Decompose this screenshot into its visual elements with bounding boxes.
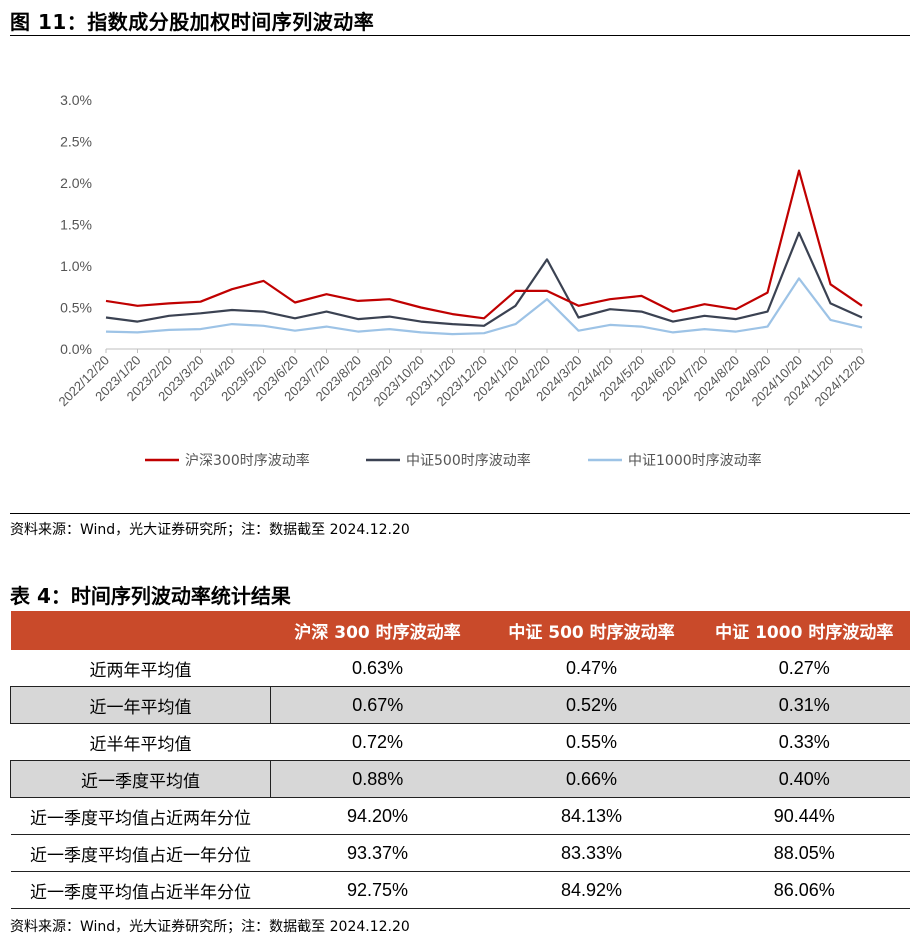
row-label: 近一季度平均值占近半年分位 — [10, 871, 271, 909]
figure-title: 图 11：指数成分股加权时间序列波动率 — [10, 10, 375, 34]
table-cell: 0.40% — [698, 760, 910, 798]
row-label: 近一季度平均值 — [10, 760, 271, 798]
table-source: 资料来源：Wind，光大证券研究所；注：数据截至 2024.12.20 — [10, 919, 410, 935]
y-tick-label: 0.0% — [60, 341, 92, 357]
y-tick-label: 0.5% — [60, 300, 92, 316]
header-cell — [10, 611, 271, 650]
table-cell: 0.63% — [270, 650, 485, 687]
table-cell: 0.88% — [270, 760, 485, 798]
table-title: 表 4：时间序列波动率统计结果 — [10, 584, 291, 608]
row-label: 近一年平均值 — [10, 686, 271, 724]
stats-table: 沪深 300 时序波动率 中证 500 时序波动率 中证 1000 时序波动率 … — [10, 611, 910, 909]
table-row: 近一季度平均值占近一年分位 93.37% 83.33% 88.05% — [10, 834, 910, 872]
y-tick-label: 2.0% — [60, 175, 92, 191]
y-tick-label: 1.5% — [60, 217, 92, 233]
table-header-row: 沪深 300 时序波动率 中证 500 时序波动率 中证 1000 时序波动率 — [10, 611, 910, 650]
row-label: 近一季度平均值占近两年分位 — [10, 797, 271, 835]
table-cell: 0.55% — [484, 723, 699, 761]
series-line — [105, 169, 863, 320]
series-line — [105, 231, 863, 327]
table-cell: 0.33% — [698, 723, 910, 761]
series-line — [105, 277, 863, 336]
table-cell: 84.13% — [484, 797, 699, 835]
table-row: 近一年平均值 0.67% 0.52% 0.31% — [10, 686, 910, 724]
volatility-line-chart: 3.0%2.5%2.0%1.5%1.0%0.5%0.0%2022/12/2020… — [55, 92, 868, 469]
table-cell: 0.52% — [484, 686, 699, 724]
table-cell: 0.72% — [270, 723, 485, 761]
table-row: 近一季度平均值占近半年分位 92.75% 84.92% 86.06% — [10, 871, 910, 909]
table-cell: 92.75% — [270, 871, 485, 909]
title-rule — [10, 35, 910, 36]
table-row: 近两年平均值 0.63% 0.47% 0.27% — [10, 650, 910, 687]
table-cell: 86.06% — [698, 871, 910, 909]
table-cell: 0.31% — [698, 686, 910, 724]
table-cell: 0.66% — [484, 760, 699, 798]
header-cell: 中证 1000 时序波动率 — [698, 611, 910, 650]
figure-source: 资料来源：Wind，光大证券研究所；注：数据截至 2024.12.20 — [10, 522, 410, 538]
row-label: 近两年平均值 — [10, 650, 271, 687]
table-cell: 88.05% — [698, 834, 910, 872]
legend-label: 中证1000时序波动率 — [628, 452, 762, 469]
table-cell: 83.33% — [484, 834, 699, 872]
header-cell: 中证 500 时序波动率 — [484, 611, 699, 650]
source-rule — [10, 513, 910, 514]
y-tick-label: 2.5% — [60, 134, 92, 150]
table-row: 近一季度平均值 0.88% 0.66% 0.40% — [10, 760, 910, 798]
table-row: 近半年平均值 0.72% 0.55% 0.33% — [10, 723, 910, 761]
table-cell: 0.27% — [698, 650, 910, 687]
table-row: 近一季度平均值占近两年分位 94.20% 84.13% 90.44% — [10, 797, 910, 835]
row-label: 近一季度平均值占近一年分位 — [10, 834, 271, 872]
header-cell: 沪深 300 时序波动率 — [270, 611, 485, 650]
table-cell: 94.20% — [270, 797, 485, 835]
legend-label: 中证500时序波动率 — [406, 452, 531, 469]
legend-label: 沪深300时序波动率 — [185, 452, 310, 469]
table-cell: 93.37% — [270, 834, 485, 872]
table-cell: 90.44% — [698, 797, 910, 835]
table-cell: 0.47% — [484, 650, 699, 687]
y-tick-label: 1.0% — [60, 258, 92, 274]
y-tick-label: 3.0% — [60, 92, 92, 108]
row-label: 近半年平均值 — [10, 723, 271, 761]
table-cell: 0.67% — [270, 686, 485, 724]
table-cell: 84.92% — [484, 871, 699, 909]
